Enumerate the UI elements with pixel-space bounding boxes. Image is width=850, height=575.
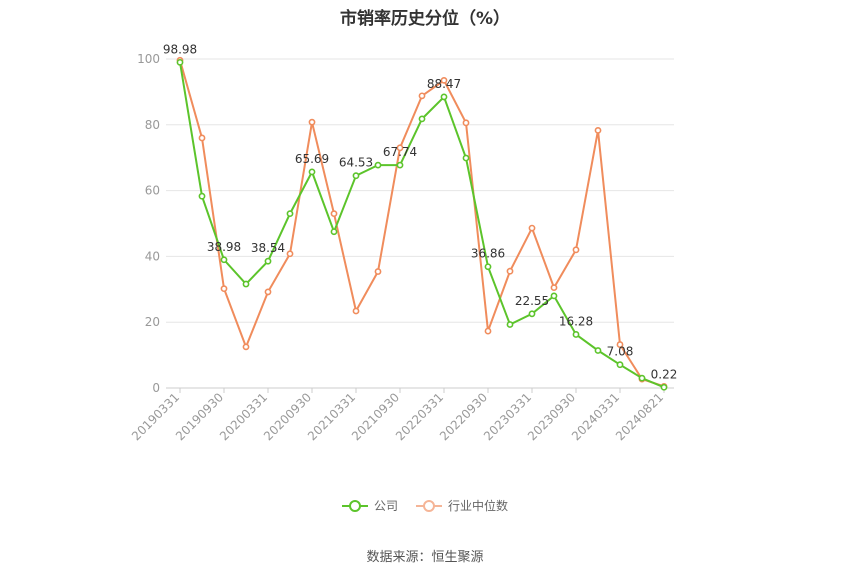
point-industry-median — [550, 284, 558, 292]
point-company — [220, 256, 228, 264]
legend-item-company[interactable]: 公司 — [341, 497, 398, 514]
y-tick-label: 60 — [145, 184, 160, 198]
point-company — [396, 161, 404, 169]
point-company — [506, 321, 514, 328]
point-industry-median — [396, 144, 404, 152]
point-industry-median — [308, 118, 316, 126]
point-company — [528, 310, 536, 318]
legend-label-industry-median: 行业中位数 — [448, 499, 509, 513]
point-industry-median — [330, 210, 338, 218]
data-label: 0.22 — [651, 367, 678, 381]
x-tick-label: 20240821 — [613, 390, 666, 443]
legend-item-industry-median[interactable]: 行业中位数 — [416, 497, 508, 514]
point-industry-median — [198, 134, 206, 142]
legend-swatch-company — [341, 499, 368, 513]
point-company — [242, 280, 250, 288]
point-company — [572, 331, 580, 338]
data-label: 16.28 — [559, 314, 593, 328]
point-industry-median — [264, 288, 272, 296]
data-label: 98.98 — [163, 42, 197, 56]
point-company — [264, 257, 272, 265]
chart-title: 市销率历史分位（%） — [339, 9, 511, 29]
point-industry-median — [286, 250, 294, 258]
point-company — [440, 93, 448, 101]
series-lines — [176, 56, 668, 391]
y-tick-label: 40 — [145, 249, 160, 263]
point-company — [308, 168, 316, 176]
data-label: 7.08 — [607, 345, 634, 359]
data-label: 88.47 — [427, 77, 461, 91]
point-company — [462, 154, 470, 162]
data-label: 65.69 — [295, 152, 329, 166]
point-company — [198, 192, 206, 200]
data-label: 22.55 — [515, 294, 549, 308]
point-industry-median — [440, 76, 448, 84]
point-company — [286, 210, 294, 218]
data-label: 64.53 — [339, 156, 373, 170]
point-industry-median — [220, 285, 228, 293]
point-industry-median — [352, 307, 360, 315]
point-company — [484, 263, 492, 271]
point-company — [330, 228, 338, 236]
point-company — [616, 361, 624, 369]
point-company — [352, 172, 360, 180]
y-tick-label: 100 — [137, 52, 160, 66]
point-company — [550, 292, 558, 300]
point-industry-median — [462, 119, 470, 127]
series-line-industry-median — [179, 60, 665, 388]
point-company — [660, 383, 668, 391]
point-industry-median — [572, 246, 580, 254]
data-label: 67.74 — [383, 145, 417, 159]
point-industry-median — [242, 343, 250, 351]
point-company — [418, 115, 426, 123]
point-industry-median — [528, 224, 536, 232]
y-tick-label: 20 — [145, 315, 160, 329]
point-company — [176, 58, 184, 66]
point-industry-median — [506, 267, 514, 275]
point-industry-median — [594, 126, 602, 134]
y-tick-label: 80 — [145, 118, 160, 132]
legend-swatch-industry-median — [416, 499, 442, 513]
point-company — [638, 374, 646, 382]
data-label: 38.54 — [251, 241, 285, 255]
data-label: 36.86 — [471, 247, 505, 261]
source-note: 数据来源：恒生聚源 — [366, 550, 484, 565]
data-label: 38.98 — [207, 240, 241, 254]
series-line-company — [179, 62, 665, 389]
legend: 公司 行业中位数 — [0, 497, 850, 514]
y-tick-label: 0 — [152, 381, 160, 395]
point-company — [594, 347, 602, 354]
data-labels: 98.98 38.98 38.54 65.69 64.53 67.74 88.47 36.86… — [163, 42, 678, 381]
legend-label-company: 公司 — [373, 499, 398, 513]
point-industry-median — [616, 341, 624, 348]
point-industry-median — [484, 327, 492, 335]
point-company — [374, 161, 382, 169]
point-industry-median — [374, 268, 382, 275]
point-industry-median — [418, 92, 426, 100]
